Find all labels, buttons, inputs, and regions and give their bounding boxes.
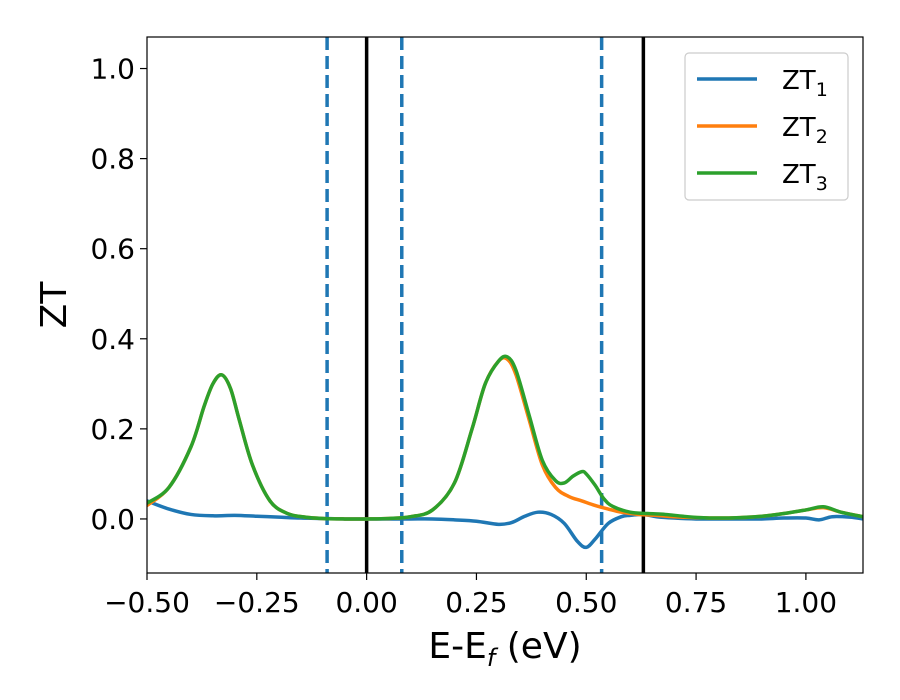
x-tick-label: 0.75 <box>665 586 727 619</box>
x-tick-label: −0.25 <box>214 586 300 619</box>
x-axis-title: E-Ef (eV) <box>428 626 581 672</box>
y-tick-label: 0.0 <box>90 503 135 536</box>
plot-inner <box>147 37 863 573</box>
axes-frame <box>146 36 864 574</box>
x-tick-label: 0.25 <box>445 586 507 619</box>
legend-label-zt1: ZT1 <box>782 66 828 101</box>
x-tick-label: 1.00 <box>775 586 837 619</box>
x-axis-title-main: E-E <box>428 626 486 667</box>
y-tick-label: 0.6 <box>90 233 135 266</box>
series-line-zt1 <box>147 499 863 550</box>
x-tick-label: 0.00 <box>335 586 397 619</box>
legend-label-zt2: ZT2 <box>782 113 828 148</box>
legend-label-zt3: ZT3 <box>782 160 828 195</box>
y-tick-label: 0.8 <box>90 143 135 176</box>
legend: ZT1 ZT2 ZT3 <box>684 52 849 201</box>
x-tick-label: −0.50 <box>104 586 190 619</box>
y-tick-label: 0.4 <box>90 323 135 356</box>
axes-ticks: −0.50 −0.25 0.00 0.25 0.50 0.75 1.00 0.0 0.2 0.4 0… <box>90 53 837 619</box>
series-line-zt2 <box>147 355 863 521</box>
y-tick-label: 1.0 <box>90 53 135 86</box>
y-tick-label: 0.2 <box>90 413 135 446</box>
legend-box <box>684 52 849 201</box>
y-axis-title: ZT <box>34 281 75 329</box>
series-line-zt3 <box>147 354 863 521</box>
plot-area <box>146 36 864 574</box>
x-axis-title-unit: (eV) <box>495 626 581 667</box>
x-tick-label: 0.50 <box>555 586 617 619</box>
